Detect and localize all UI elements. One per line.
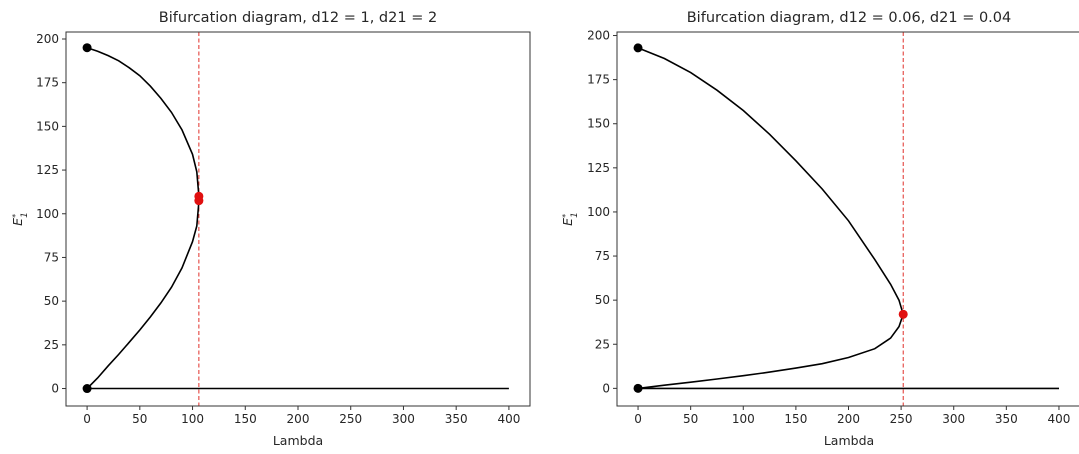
- y-tick-label: 100: [36, 207, 59, 221]
- x-tick-label: 200: [287, 412, 310, 426]
- y-tick-label: 125: [587, 161, 610, 175]
- x-tick-label: 50: [683, 412, 698, 426]
- y-tick-label: 200: [36, 32, 59, 46]
- plot-area-left: [82, 32, 509, 406]
- y-ticks-right: 0 25 50 75 100 125 150 175 200: [587, 29, 617, 395]
- x-tick-label: 150: [234, 412, 257, 426]
- y-tick-label: 25: [595, 337, 610, 351]
- y-ticks-left: 0 25 50 75 100 125 150 175 200: [36, 32, 66, 396]
- svg-text:E*1: E*1: [10, 212, 30, 226]
- x-ticks-left: 0 50 100 150 200 250 300 350 400: [83, 406, 520, 426]
- chart-title-left: Bifurcation diagram, d12 = 1, d21 = 2: [159, 10, 437, 26]
- x-tick-label: 250: [890, 412, 913, 426]
- equilibrium-branch-curve: [637, 47, 905, 390]
- endpoint-marker: [82, 384, 92, 394]
- chart-panel-right: Bifurcation diagram, d12 = 0.06, d21 = 0…: [560, 10, 1079, 448]
- x-tick-label: 400: [497, 412, 520, 426]
- chart-title-right: Bifurcation diagram, d12 = 0.06, d21 = 0…: [687, 10, 1012, 26]
- y-tick-label: 75: [595, 249, 610, 263]
- x-tick-label: 300: [392, 412, 415, 426]
- y-tick-label: 75: [44, 250, 59, 264]
- x-tick-label: 50: [132, 412, 147, 426]
- x-axis-label-right: Lambda: [824, 433, 874, 448]
- x-tick-label: 150: [784, 412, 807, 426]
- plot-frame-left: [65, 31, 531, 407]
- y-tick-label: 175: [36, 76, 59, 90]
- y-tick-label: 150: [36, 119, 59, 133]
- equilibrium-branch-curve: [86, 46, 200, 390]
- x-tick-label: 200: [837, 412, 860, 426]
- plot-area-right: [633, 32, 1059, 406]
- y-axis-label-right: E*1: [560, 212, 580, 226]
- y-tick-label: 125: [36, 163, 59, 177]
- x-tick-label: 0: [83, 412, 91, 426]
- x-tick-label: 250: [339, 412, 362, 426]
- y-tick-label: 150: [587, 117, 610, 131]
- x-tick-label: 0: [634, 412, 642, 426]
- y-tick-label: 100: [587, 205, 610, 219]
- endpoint-marker: [633, 383, 643, 393]
- x-tick-label: 400: [1048, 412, 1071, 426]
- y-tick-label: 0: [602, 381, 610, 395]
- y-tick-label: 175: [587, 73, 610, 87]
- bifurcation-point-marker: [194, 196, 204, 206]
- svg-text:E*1: E*1: [560, 212, 580, 226]
- y-tick-label: 25: [44, 338, 59, 352]
- x-ticks-right: 0 50 100 150 200 250 300 350 400: [634, 406, 1070, 426]
- y-tick-label: 0: [51, 382, 59, 396]
- bifurcation-point-marker: [898, 309, 908, 319]
- chart-panel-left: Bifurcation diagram, d12 = 1, d21 = 2 0 5…: [10, 10, 531, 448]
- endpoint-marker: [633, 43, 643, 53]
- y-axis-label-left: E*1: [10, 212, 30, 226]
- y-tick-label: 50: [595, 293, 610, 307]
- x-tick-label: 300: [942, 412, 965, 426]
- x-tick-label: 350: [445, 412, 468, 426]
- y-tick-label: 200: [587, 29, 610, 43]
- endpoint-marker: [82, 43, 92, 53]
- x-tick-label: 350: [995, 412, 1018, 426]
- x-tick-label: 100: [732, 412, 755, 426]
- x-axis-label-left: Lambda: [273, 433, 323, 448]
- y-tick-label: 50: [44, 294, 59, 308]
- x-tick-label: 100: [181, 412, 204, 426]
